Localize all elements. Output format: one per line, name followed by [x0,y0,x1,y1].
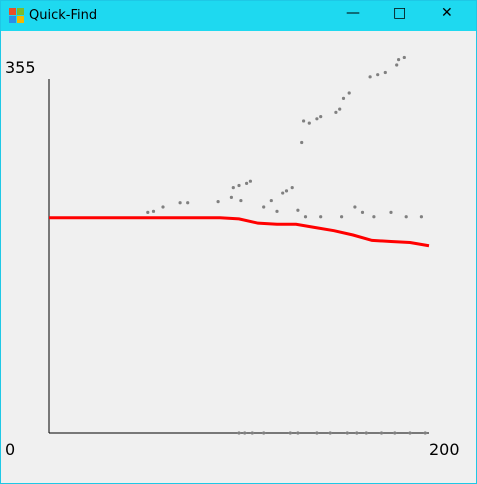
title-bar: Quick-Find — □ ✕ [1,1,476,31]
point [245,181,249,185]
x-tick-label: 200 [429,440,460,459]
point [302,119,306,123]
point [319,215,323,219]
point [269,198,273,203]
point [151,209,156,213]
point [402,55,406,60]
point [419,215,423,219]
chart: 0 355 200 [5,55,460,459]
point [328,431,332,435]
point [364,431,368,435]
point [372,215,376,219]
point [275,209,279,213]
point [353,205,357,209]
point [389,210,393,215]
point [379,431,384,435]
point [262,205,266,209]
point [290,186,294,190]
app-icon [9,8,24,23]
point [262,431,266,435]
point [284,189,289,193]
point [237,183,241,188]
point [303,215,308,219]
point [338,107,342,111]
point [408,431,412,435]
point [345,431,349,435]
point [355,431,359,435]
point [250,431,254,435]
point [376,73,380,77]
point [239,198,243,203]
point [404,215,408,219]
point [395,63,399,67]
point [229,195,233,199]
point [393,431,397,435]
line [49,216,430,248]
point [231,186,235,190]
point [347,91,351,95]
point [248,179,252,183]
point [368,75,372,79]
window-title: Quick-Find [29,8,98,23]
point [341,96,346,100]
point [360,210,365,215]
point [383,70,387,75]
point [423,431,427,435]
point [216,200,220,204]
close-button[interactable]: ✕ [441,5,453,21]
point [178,201,182,205]
point [319,115,323,119]
point [300,140,304,145]
point [334,110,338,114]
point [237,431,241,435]
point [296,208,300,212]
point [397,58,401,62]
point [146,210,150,215]
y-tick-label: 355 [5,58,36,77]
point [296,431,300,435]
maximize-button[interactable]: □ [393,5,407,21]
point [307,121,311,125]
point [243,431,247,435]
point [161,205,165,209]
point [186,201,190,205]
point [340,215,344,219]
point [281,191,285,195]
point [315,431,319,435]
point [288,431,292,435]
point [315,117,319,121]
y-tick-label: 0 [5,440,15,459]
minimize-button[interactable]: — [346,5,360,21]
